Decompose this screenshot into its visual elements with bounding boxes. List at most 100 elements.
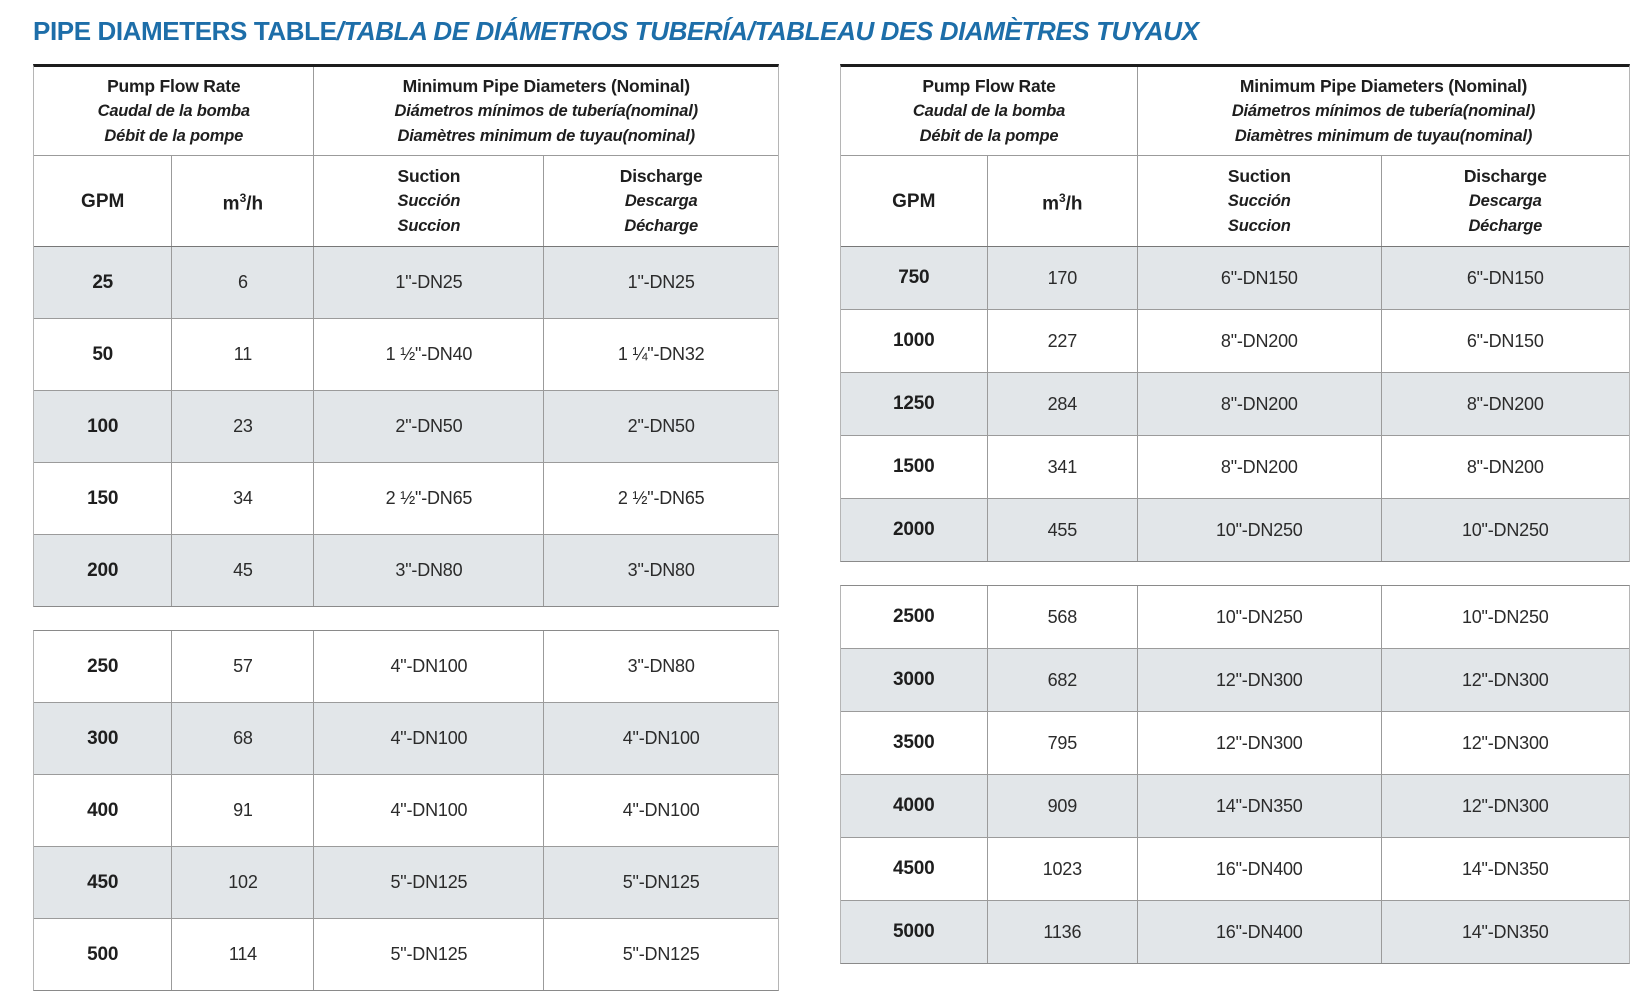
pipe-diameters-label-es: Diámetros mínimos de tubería(nominal): [394, 101, 699, 120]
group-header-row: Pump Flow Rate Caudal de la bomba Débit …: [841, 67, 1629, 156]
table-row: 450 102 5"-DN125 5"-DN125: [34, 846, 778, 918]
pipe-diameters-right-table: Pump Flow Rate Caudal de la bomba Débit …: [840, 64, 1630, 991]
suction-column-header: Suction Succión Succion: [314, 156, 545, 246]
suction-cell: 10"-DN250: [1138, 586, 1382, 648]
flow-rate-label-en: Pump Flow Rate: [107, 75, 241, 96]
m3h-cell: 227: [988, 310, 1139, 372]
gpm-cell: 1250: [841, 373, 988, 435]
page-title-en: PIPE DIAMETERS TABLE: [33, 16, 337, 46]
discharge-cell: 6"-DN150: [1466, 330, 1544, 351]
suction-cell: 16"-DN400: [1138, 838, 1382, 900]
m3h-cell: 34: [172, 463, 315, 534]
flow-rate-label-fr: Débit de la pompe: [104, 126, 244, 145]
m3h-cell: 909: [988, 775, 1139, 837]
column-header-row: GPM m3/h Suction Succión Succion Dischar…: [34, 156, 778, 247]
discharge-cell: 4"-DN100: [622, 728, 700, 748]
suction-column-header: Suction Succión Succion: [1138, 156, 1382, 246]
flow-rate-label-en: Pump Flow Rate: [922, 75, 1056, 96]
left-table-block-2: 250 57 4"-DN100 3"-DN80 300 68 4"-DN100 4"-DN10…: [33, 630, 779, 991]
gpm-cell: 250: [34, 631, 173, 702]
pipe-diameters-label-es: Diámetros mínimos de tubería(nominal): [1231, 101, 1536, 120]
m3h-cell: 6: [172, 247, 315, 318]
gpm-cell: 25: [34, 247, 173, 318]
discharge-cell: 12"-DN300: [1461, 669, 1549, 690]
table-row: 150 34 2 ½"-DN65 2 ½"-DN65: [34, 462, 778, 534]
tables-container: Pump Flow Rate Caudal de la bomba Débit …: [33, 64, 1630, 991]
gpm-cell: 50: [34, 319, 173, 390]
gpm-cell: 750: [841, 247, 988, 309]
gpm-cell: 100: [34, 391, 173, 462]
discharge-cell: 1"-DN25: [627, 272, 695, 292]
pipe-diameters-label-fr: Diamètres minimum de tuyau(nominal): [1234, 126, 1533, 145]
left-table-block-1: 25 6 1"-DN25 1"-DN25 50 11 1 ½"-DN40 1 ¼"-DN32 1…: [33, 247, 779, 607]
table-row: 500 114 5"-DN125 5"-DN125: [34, 918, 778, 990]
suction-cell: 10"-DN250: [1138, 499, 1382, 561]
m3h-cell: 102: [172, 847, 315, 918]
gpm-cell: 450: [34, 847, 173, 918]
discharge-column-header: Discharge Descarga Décharge: [1463, 165, 1547, 235]
discharge-cell: 10"-DN250: [1461, 606, 1549, 627]
m3h-cell: 68: [172, 703, 315, 774]
table-row: 3000 682 12"-DN300 12"-DN300: [841, 648, 1629, 711]
pipe-diameters-group-header: Minimum Pipe Diameters (Nominal) Diámetr…: [1138, 67, 1629, 155]
m3h-cell: 795: [988, 712, 1139, 774]
m3h-cell: 682: [988, 649, 1139, 711]
suction-cell: 5"-DN125: [314, 919, 545, 990]
m3h-cell: 23: [172, 391, 315, 462]
table-row: 4500 1023 16"-DN400 14"-DN350: [841, 837, 1629, 900]
gpm-cell: 2500: [841, 586, 988, 648]
suction-cell: 4"-DN100: [314, 775, 545, 846]
pipe-diameters-group-header: Minimum Pipe Diameters (Nominal) Diámetr…: [314, 67, 778, 155]
table-row: 300 68 4"-DN100 4"-DN100: [34, 702, 778, 774]
right-table-block-2: 2500 568 10"-DN250 10"-DN250 3000 682 12"-DN30…: [840, 585, 1630, 964]
column-header-row: GPM m3/h Suction Succión Succion Dischar…: [841, 156, 1629, 247]
m3h-cell: 91: [172, 775, 315, 846]
discharge-cell: 2"-DN50: [627, 416, 695, 436]
suction-cell: 5"-DN125: [314, 847, 545, 918]
discharge-column-header: Discharge Descarga Décharge: [619, 165, 703, 235]
m3h-cell: 114: [172, 919, 315, 990]
suction-cell: 8"-DN200: [1138, 436, 1382, 498]
right-table-header: Pump Flow Rate Caudal de la bomba Débit …: [840, 64, 1630, 247]
gpm-cell: 500: [34, 919, 173, 990]
gpm-cell: 1000: [841, 310, 988, 372]
discharge-cell: 1 ¼"-DN32: [617, 344, 705, 364]
m3h-column-header: m3/h: [988, 156, 1139, 246]
table-row: 3500 795 12"-DN300 12"-DN300: [841, 711, 1629, 774]
discharge-cell: 5"-DN125: [622, 944, 700, 964]
pipe-diameters-label-en: Minimum Pipe Diameters (Nominal): [402, 75, 690, 96]
discharge-cell: 4"-DN100: [622, 800, 700, 820]
table-row: 1250 284 8"-DN200 8"-DN200: [841, 372, 1629, 435]
flow-rate-group-header: Pump Flow Rate Caudal de la bomba Débit …: [34, 67, 315, 155]
discharge-cell: 12"-DN300: [1461, 795, 1549, 816]
suction-cell: 8"-DN200: [1138, 373, 1382, 435]
m3h-cell: 284: [988, 373, 1139, 435]
table-row: 250 57 4"-DN100 3"-DN80: [34, 631, 778, 702]
discharge-cell: 3"-DN80: [627, 560, 695, 580]
page-title-translations: /TABLA DE DIÁMETROS TUBERÍA/TABLEAU DES …: [336, 16, 1199, 46]
block-separator: [840, 562, 1630, 585]
gpm-cell: 5000: [841, 901, 988, 963]
suction-cell: 4"-DN100: [314, 703, 545, 774]
discharge-cell: 5"-DN125: [622, 872, 700, 892]
m3h-cell: 568: [988, 586, 1139, 648]
table-row: 1000 227 8"-DN200 6"-DN150: [841, 309, 1629, 372]
block-separator: [33, 607, 779, 630]
suction-cell: 16"-DN400: [1138, 901, 1382, 963]
left-table-header: Pump Flow Rate Caudal de la bomba Débit …: [33, 64, 779, 247]
suction-cell: 8"-DN200: [1138, 310, 1382, 372]
m3h-cell: 455: [988, 499, 1139, 561]
group-header-row: Pump Flow Rate Caudal de la bomba Débit …: [34, 67, 778, 156]
discharge-cell: 8"-DN200: [1466, 456, 1544, 477]
gpm-column-header: GPM: [841, 156, 988, 246]
table-row: 750 170 6"-DN150 6"-DN150: [841, 247, 1629, 309]
table-row: 400 91 4"-DN100 4"-DN100: [34, 774, 778, 846]
flow-rate-label-fr: Débit de la pompe: [919, 126, 1059, 145]
suction-cell: 6"-DN150: [1138, 247, 1382, 309]
table-row: 2500 568 10"-DN250 10"-DN250: [841, 586, 1629, 648]
pipe-diameters-left-table: Pump Flow Rate Caudal de la bomba Débit …: [33, 64, 779, 991]
gpm-cell: 400: [34, 775, 173, 846]
table-row: 25 6 1"-DN25 1"-DN25: [34, 247, 778, 318]
flow-rate-label-es: Caudal de la bomba: [912, 101, 1066, 120]
